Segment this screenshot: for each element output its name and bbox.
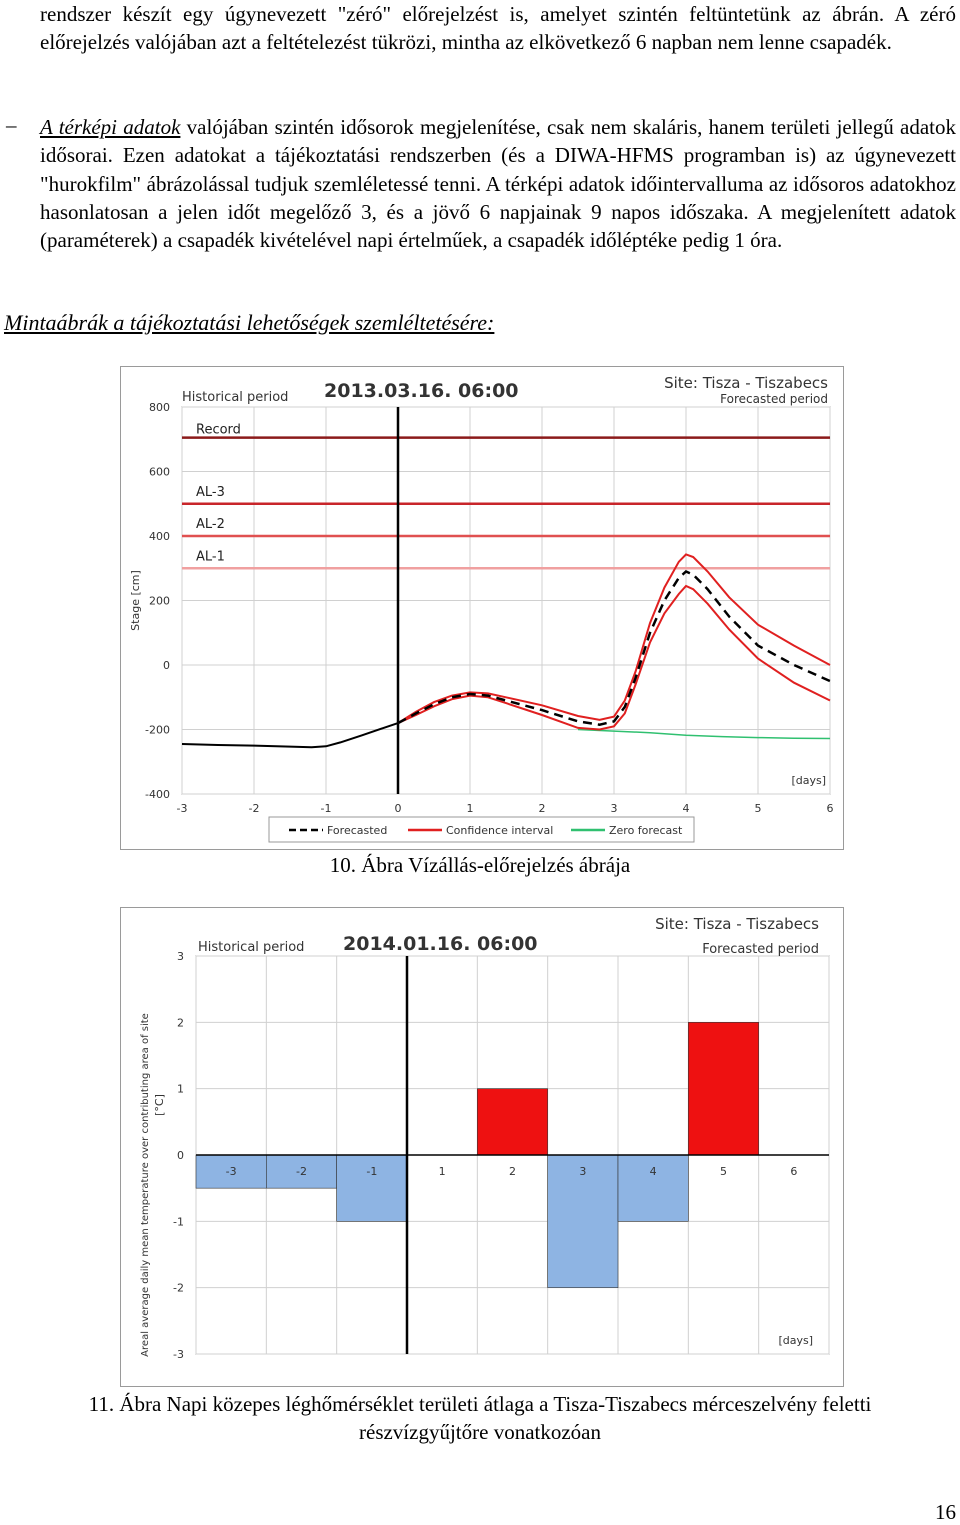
legend-label: Zero forecast	[609, 824, 683, 837]
y-tick-label: 3	[177, 950, 184, 963]
stage-forecast-chart: 800 600 400 200 0 -200 -400 -3 -2 -1 0 1 2 3 4 5 6 Record…	[129, 374, 834, 843]
temperature-bar	[547, 1154, 619, 1288]
section-heading: Mintaábrák a tájékoztatási lehetőségek s…	[4, 310, 495, 335]
bullet-dash: –	[6, 113, 17, 137]
x-tick-label: 3	[579, 1165, 586, 1178]
y-axis-label: Areal average daily mean temperature ove…	[140, 1013, 151, 1357]
x-tick-label: -1	[366, 1165, 377, 1178]
page-number: 16	[935, 1500, 956, 1524]
forecasted-period-label: Forecasted period	[702, 942, 819, 957]
x-tick-label: -2	[296, 1165, 307, 1178]
y-tick-label: 0	[177, 1149, 184, 1162]
threshold-label: AL-2	[196, 517, 225, 532]
y-tick-label: -2	[173, 1282, 184, 1295]
x-tick-label: 4	[650, 1165, 657, 1178]
x-tick-label: 1	[439, 1165, 446, 1178]
temperature-bar	[336, 1154, 408, 1222]
x-tick-label: 5	[755, 802, 762, 815]
historical-period-label: Historical period	[198, 940, 304, 955]
map-data-term: A térképi adatok	[40, 115, 181, 139]
threshold-label: Record	[196, 423, 241, 438]
legend-label: Confidence interval	[446, 824, 553, 837]
y-tick-label: -400	[145, 788, 170, 801]
map-data-paragraph: A térképi adatok valójában szintén időso…	[40, 113, 956, 254]
x-tick-label: -3	[177, 802, 188, 815]
x-tick-label: 2	[539, 802, 546, 815]
stage-forecast-figure: 800 600 400 200 0 -200 -400 -3 -2 -1 0 1 2 3 4 5 6 Record…	[120, 366, 844, 850]
forecasted-period-label: Forecasted period	[720, 392, 828, 406]
legend: Forecasted Confidence interval Zero foreca…	[268, 816, 695, 843]
observed-line	[181, 722, 399, 749]
figure-11-caption: 11. Ábra Napi közepes léghőmérséklet ter…	[88, 1392, 872, 1444]
temperature-bar-chart: 3 2 1 0 -1 -2 -3 -3 -2 -1 1 2 3 4 5 6 Historical period 2…	[140, 915, 830, 1361]
x-tick-label: 0	[395, 802, 402, 815]
historical-period-label: Historical period	[182, 390, 288, 405]
legend-box	[268, 816, 695, 843]
figure-10-caption: 10. Ábra Vízállás-előrejelzés ábrája	[329, 853, 631, 877]
threshold-label: AL-1	[196, 549, 225, 564]
zero-forecast-line	[577, 728, 831, 740]
threshold-label: AL-3	[196, 485, 225, 500]
x-tick-label: 2	[509, 1165, 516, 1178]
x-tick-label: -3	[226, 1165, 237, 1178]
intro-paragraph: rendszer készít egy úgynevezett "zéró" e…	[40, 2, 956, 55]
confidence-lower-line	[397, 584, 831, 731]
temperature-bar	[477, 1088, 548, 1156]
chart-title: 2014.01.16. 06:00	[343, 933, 538, 955]
temperature-bar	[266, 1154, 337, 1189]
legend-label: Forecasted	[327, 824, 387, 837]
y-unit-label: [°C]	[153, 1094, 166, 1116]
x-tick-label: 6	[790, 1165, 797, 1178]
y-tick-label: -3	[173, 1348, 184, 1361]
temperature-figure: 3 2 1 0 -1 -2 -3 -3 -2 -1 1 2 3 4 5 6 Historical period 2…	[120, 907, 844, 1387]
y-tick-label: 400	[149, 530, 170, 543]
y-axis-label: Stage [cm]	[129, 570, 142, 631]
y-tick-label: 1	[177, 1083, 184, 1096]
map-data-text: valójában szintén idősorok megjelenítése…	[40, 115, 956, 253]
forecast-line	[397, 570, 831, 726]
temperature-bar	[617, 1154, 689, 1222]
y-tick-label: 200	[149, 595, 170, 608]
x-tick-label: -2	[249, 802, 260, 815]
y-tick-label: 800	[149, 401, 170, 414]
chart-title: 2013.03.16. 06:00	[324, 380, 519, 402]
x-tick-label: -1	[321, 802, 332, 815]
site-label: Site: Tisza - Tiszabecs	[664, 374, 828, 392]
x-tick-label: 6	[827, 802, 834, 815]
y-tick-label: 0	[163, 659, 170, 672]
x-tick-label: 4	[683, 802, 690, 815]
x-tick-label: 5	[720, 1165, 727, 1178]
confidence-upper-line	[397, 553, 831, 724]
y-tick-label: 600	[149, 466, 170, 479]
x-tick-label: 1	[467, 802, 474, 815]
y-tick-label: 2	[177, 1016, 184, 1029]
temperature-bar	[195, 1154, 267, 1189]
temperature-bar	[688, 1022, 759, 1156]
y-tick-label: -200	[145, 724, 170, 737]
x-unit-label: [days]	[791, 774, 826, 787]
x-unit-label: [days]	[778, 1334, 813, 1347]
x-tick-label: 3	[611, 802, 618, 815]
site-label: Site: Tisza - Tiszabecs	[655, 915, 819, 933]
y-tick-label: -1	[173, 1215, 184, 1228]
